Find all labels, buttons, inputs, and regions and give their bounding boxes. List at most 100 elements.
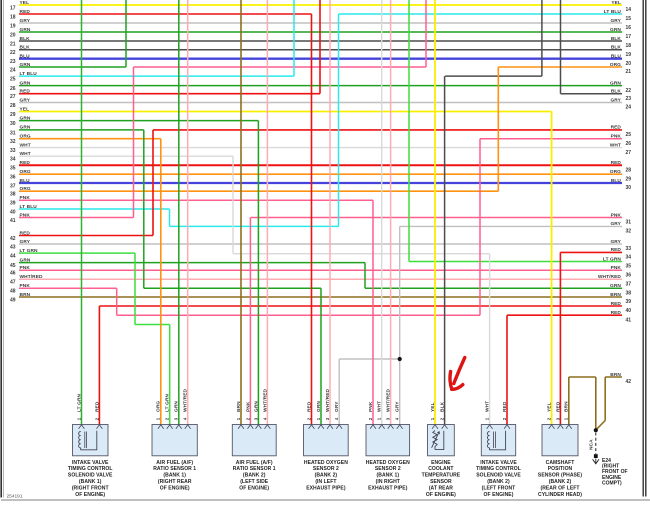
svg-text:GRN: GRN — [316, 401, 322, 412]
svg-text:4: 4 — [395, 417, 400, 420]
svg-text:(IN LEFT: (IN LEFT — [315, 479, 337, 485]
svg-text:2: 2 — [440, 417, 445, 420]
svg-text:NCA: NCA — [588, 439, 594, 450]
svg-text:(BANK 2): (BANK 2) — [243, 473, 266, 479]
svg-text:23: 23 — [10, 59, 16, 65]
svg-text:BRN: BRN — [564, 401, 570, 412]
svg-text:2: 2 — [368, 417, 373, 420]
svg-text:34: 34 — [10, 157, 16, 163]
svg-text:AIR FUEL (A/F): AIR FUEL (A/F) — [236, 460, 273, 466]
svg-text:GRY: GRY — [20, 97, 31, 103]
svg-text:SOLENOID VALVE: SOLENOID VALVE — [476, 473, 521, 479]
svg-text:PNK: PNK — [20, 195, 31, 201]
svg-text:PNK: PNK — [20, 283, 31, 289]
svg-text:GRN: GRN — [20, 80, 31, 86]
svg-text:WHT: WHT — [20, 142, 31, 148]
svg-text:WHT: WHT — [377, 401, 383, 412]
svg-text:GRN: GRN — [20, 125, 31, 131]
svg-text:GRY: GRY — [610, 239, 621, 245]
svg-text:RED: RED — [611, 247, 622, 253]
svg-text:1: 1 — [485, 417, 490, 420]
svg-text:22: 22 — [626, 88, 632, 94]
svg-text:(RIGHT: (RIGHT — [602, 464, 619, 470]
svg-text:CYLINDER HEAD): CYLINDER HEAD) — [538, 492, 582, 498]
svg-text:47: 47 — [10, 280, 16, 286]
svg-text:38: 38 — [626, 290, 632, 296]
svg-text:LT BLU: LT BLU — [20, 71, 38, 77]
svg-text:ENGINE: ENGINE — [431, 460, 451, 466]
svg-text:EXHAUST PIPE): EXHAUST PIPE) — [368, 485, 408, 491]
svg-text:WHT: WHT — [610, 142, 621, 148]
svg-text:20: 20 — [10, 32, 16, 38]
svg-text:WHT/RED: WHT/RED — [325, 388, 331, 412]
svg-text:GRN: GRN — [174, 401, 180, 412]
svg-text:25: 25 — [10, 77, 16, 83]
svg-text:BLU: BLU — [20, 54, 31, 60]
svg-text:RED: RED — [555, 401, 561, 412]
svg-text:26: 26 — [626, 141, 632, 147]
svg-text:EXHAUST PIPE): EXHAUST PIPE) — [306, 485, 346, 491]
svg-text:OF ENGINE): OF ENGINE) — [160, 485, 190, 491]
svg-text:OF ENGINE): OF ENGINE) — [484, 492, 514, 498]
svg-text:38: 38 — [10, 192, 16, 198]
svg-text:WHT/RED: WHT/RED — [262, 388, 268, 412]
svg-text:26: 26 — [10, 86, 16, 92]
svg-text:27: 27 — [626, 150, 632, 156]
svg-text:254191: 254191 — [7, 493, 23, 499]
svg-text:28: 28 — [10, 103, 16, 109]
svg-text:PNK: PNK — [611, 265, 622, 271]
svg-text:WHT: WHT — [20, 151, 31, 157]
svg-text:LT BLU: LT BLU — [20, 204, 38, 210]
svg-text:PNK: PNK — [368, 401, 374, 412]
svg-text:RED: RED — [20, 160, 31, 166]
svg-text:BLU: BLU — [611, 54, 622, 60]
svg-text:RED: RED — [611, 125, 622, 131]
svg-text:40: 40 — [10, 209, 16, 215]
svg-text:(BANK 2): (BANK 2) — [487, 479, 510, 485]
svg-text:RED: RED — [611, 310, 622, 316]
svg-text:WHT/RED: WHT/RED — [183, 388, 189, 412]
svg-text:RED: RED — [611, 160, 622, 166]
svg-text:YEL: YEL — [547, 402, 553, 412]
svg-text:RED: RED — [611, 301, 622, 307]
svg-text:PNK: PNK — [611, 134, 622, 140]
svg-text:32: 32 — [626, 229, 632, 235]
svg-text:3: 3 — [325, 417, 330, 420]
svg-text:45: 45 — [10, 263, 16, 269]
svg-text:1: 1 — [430, 417, 435, 420]
svg-text:37: 37 — [10, 183, 16, 189]
svg-text:WHT/RED: WHT/RED — [386, 388, 392, 412]
svg-text:BRN: BRN — [610, 372, 621, 378]
svg-text:36: 36 — [626, 273, 632, 279]
svg-text:OF ENGINE): OF ENGINE) — [426, 492, 456, 498]
svg-text:(LEFT FRONT: (LEFT FRONT — [482, 485, 516, 491]
svg-text:RED: RED — [20, 230, 31, 236]
svg-text:(BANK 1): (BANK 1) — [163, 473, 186, 479]
svg-text:20: 20 — [626, 61, 632, 67]
svg-text:POSITION: POSITION — [548, 466, 573, 472]
svg-text:HEATED OXYGEN: HEATED OXYGEN — [304, 460, 348, 466]
svg-text:WHT/RED: WHT/RED — [20, 274, 44, 280]
svg-text:PNK: PNK — [20, 265, 31, 271]
svg-text:OF ENGINE): OF ENGINE) — [75, 492, 105, 498]
svg-text:COOLANT: COOLANT — [428, 466, 454, 472]
svg-text:GRY: GRY — [395, 401, 401, 412]
svg-text:22: 22 — [10, 50, 16, 56]
svg-text:BLK: BLK — [20, 36, 31, 42]
svg-text:3: 3 — [555, 417, 560, 420]
svg-text:15: 15 — [626, 16, 632, 22]
svg-text:31: 31 — [10, 130, 16, 136]
svg-text:GRN: GRN — [20, 257, 31, 263]
svg-text:SENSOR: SENSOR — [430, 479, 452, 485]
svg-text:17: 17 — [10, 5, 16, 11]
svg-text:LT GRN: LT GRN — [76, 393, 82, 412]
svg-text:2: 2 — [245, 417, 250, 420]
svg-text:CAMSHAFT: CAMSHAFT — [546, 460, 576, 466]
svg-text:WHT/RED: WHT/RED — [598, 274, 622, 280]
svg-text:ORG: ORG — [610, 169, 621, 175]
svg-text:E24: E24 — [602, 458, 611, 464]
svg-text:LT BLU: LT BLU — [604, 9, 622, 15]
svg-text:33: 33 — [626, 246, 632, 252]
svg-text:PNK: PNK — [611, 212, 622, 218]
svg-text:INTAKE VALVE: INTAKE VALVE — [480, 460, 517, 466]
